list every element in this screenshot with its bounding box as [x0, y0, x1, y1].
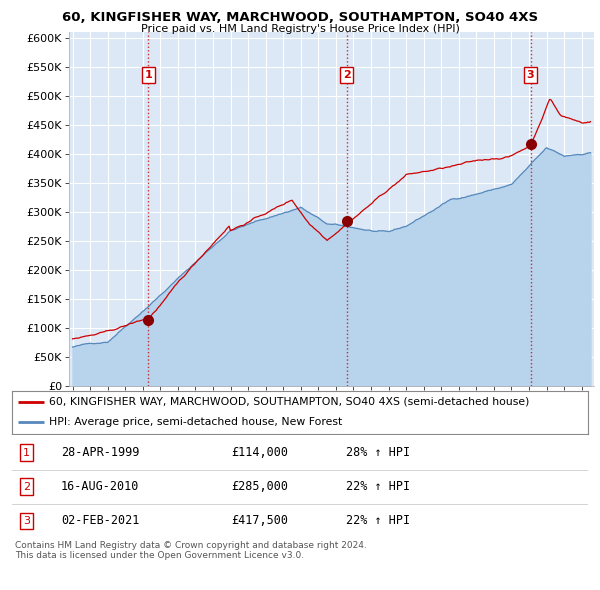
- Text: 60, KINGFISHER WAY, MARCHWOOD, SOUTHAMPTON, SO40 4XS (semi-detached house): 60, KINGFISHER WAY, MARCHWOOD, SOUTHAMPT…: [49, 397, 530, 407]
- Text: 1: 1: [145, 70, 152, 80]
- Text: 16-AUG-2010: 16-AUG-2010: [61, 480, 139, 493]
- Text: 22% ↑ HPI: 22% ↑ HPI: [346, 514, 410, 527]
- Text: 1: 1: [23, 448, 30, 457]
- Text: £417,500: £417,500: [231, 514, 288, 527]
- Text: £114,000: £114,000: [231, 446, 288, 459]
- Text: 3: 3: [23, 516, 30, 526]
- Text: 02-FEB-2021: 02-FEB-2021: [61, 514, 139, 527]
- Text: 22% ↑ HPI: 22% ↑ HPI: [346, 480, 410, 493]
- Text: Price paid vs. HM Land Registry's House Price Index (HPI): Price paid vs. HM Land Registry's House …: [140, 24, 460, 34]
- Text: 2: 2: [23, 482, 30, 491]
- Text: £285,000: £285,000: [231, 480, 288, 493]
- Text: 28-APR-1999: 28-APR-1999: [61, 446, 139, 459]
- Text: HPI: Average price, semi-detached house, New Forest: HPI: Average price, semi-detached house,…: [49, 417, 343, 427]
- Text: Contains HM Land Registry data © Crown copyright and database right 2024.
This d: Contains HM Land Registry data © Crown c…: [15, 541, 367, 560]
- Text: 28% ↑ HPI: 28% ↑ HPI: [346, 446, 410, 459]
- Text: 3: 3: [527, 70, 535, 80]
- Text: 60, KINGFISHER WAY, MARCHWOOD, SOUTHAMPTON, SO40 4XS: 60, KINGFISHER WAY, MARCHWOOD, SOUTHAMPT…: [62, 11, 538, 24]
- Text: 2: 2: [343, 70, 350, 80]
